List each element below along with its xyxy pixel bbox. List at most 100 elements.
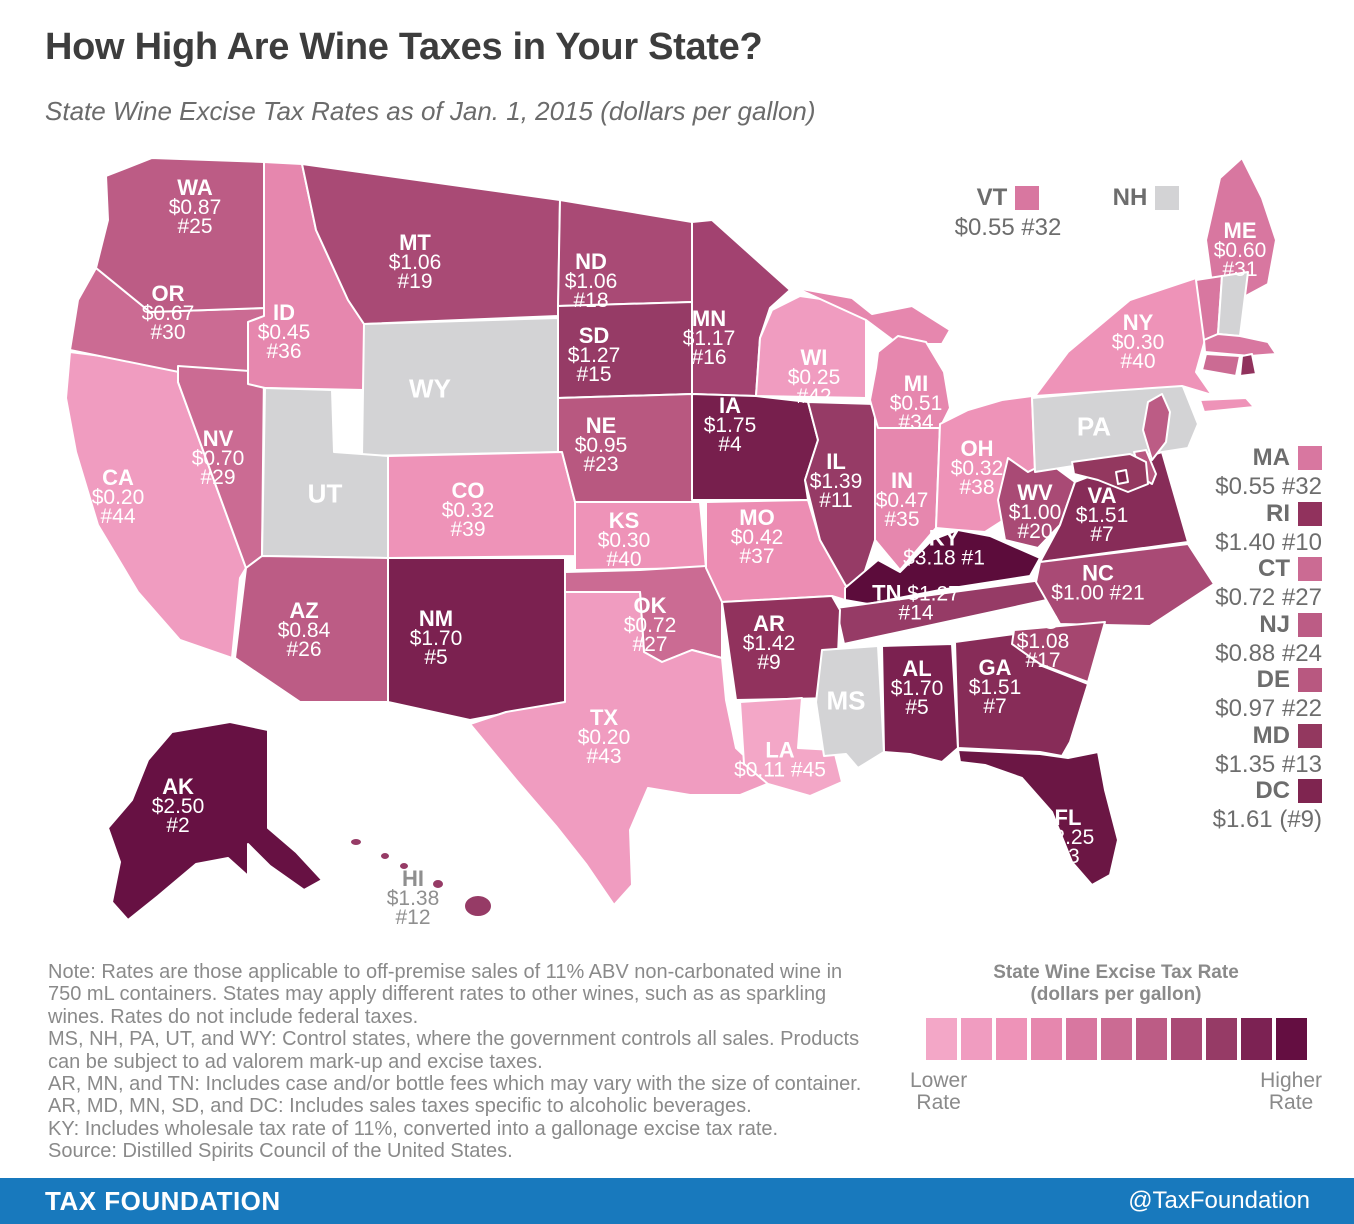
- ramp-swatch: [1205, 1018, 1237, 1060]
- state-hi-island: [349, 837, 363, 847]
- legend-ri: RI $1.40 #10: [1215, 499, 1322, 556]
- state-label-nv: NV $0.70 #29: [191, 426, 245, 489]
- state-label-fl: FL $2.25 #3: [1041, 805, 1095, 868]
- state-label-tn: TN $1.27 #14: [872, 580, 960, 625]
- state-label-sc: SC $1.08 #17: [1016, 609, 1070, 672]
- state-label-mo: MO $0.42 #37: [730, 505, 784, 568]
- note-line: 750 mL containers. States may apply diff…: [48, 983, 827, 1006]
- state-label-tx: TX $0.20 #43: [577, 705, 631, 768]
- state-label-ks: KS $0.30 #40: [597, 508, 651, 571]
- state-label-wi: WI $0.25 #42: [787, 345, 841, 408]
- state-label-oh: OH $0.32 #38: [950, 436, 1004, 499]
- nj-swatch: [1298, 612, 1322, 637]
- state-ak: [107, 721, 323, 921]
- state-hi-island: [379, 851, 391, 861]
- state-label-nm: NM $1.70 #5: [409, 606, 463, 669]
- legend-vt: VT $0.55 #32: [954, 184, 1062, 241]
- state-label-az: AZ $0.84 #26: [277, 598, 331, 661]
- scale-title-line1: State Wine Excise Tax Rate: [993, 962, 1239, 983]
- state-label-ak: AK $2.50 #2: [151, 774, 205, 837]
- state-ct: [1201, 353, 1241, 377]
- legend-nj: NJ $0.88 #24: [1215, 610, 1322, 667]
- note-line: Note: Rates are those applicable to off-…: [48, 961, 843, 983]
- state-label-ok: OK $0.72 #27: [623, 593, 677, 656]
- state-hi-island: [431, 878, 445, 890]
- state-nj: [1142, 393, 1171, 461]
- ramp-swatch: [925, 1018, 957, 1060]
- page-subtitle: State Wine Excise Tax Rates as of Jan. 1…: [45, 96, 816, 126]
- vt-swatch: [1015, 186, 1040, 210]
- ramp-swatch: [1170, 1018, 1202, 1060]
- small-states-legend: MA $0.55 #32 RI $1.40 #10 CT $0.72 #27 NJ $0.88…: [1140, 444, 1322, 833]
- nh-swatch: [1155, 186, 1180, 210]
- state-label-ms: MS: [826, 685, 866, 716]
- ramp-swatch: [960, 1018, 992, 1060]
- footer-bar: TAX FOUNDATION @TaxFoundation: [0, 1178, 1354, 1224]
- note-line: MS, NH, PA, UT, and WY: Control states, …: [48, 1028, 860, 1051]
- ramp-swatch: [1135, 1018, 1167, 1060]
- state-label-ny: NY $0.30 #40: [1111, 310, 1165, 373]
- ramp-swatch: [1030, 1018, 1062, 1060]
- md-swatch: [1298, 723, 1322, 748]
- higher-rate-label: Higher Rate: [1260, 1069, 1322, 1114]
- state-label-va: VA $1.51 #7: [1075, 483, 1129, 546]
- lower-rate-label: Lower Rate: [910, 1069, 968, 1114]
- legend-nh: NH: [1086, 184, 1206, 212]
- note-line: can be subject to ad valorem mark-up and…: [48, 1050, 543, 1073]
- state-wy: [361, 317, 563, 457]
- ramp-swatch: [1275, 1018, 1307, 1060]
- state-me: [1205, 157, 1277, 299]
- state-wa: [95, 157, 265, 313]
- state-ri: [1239, 353, 1257, 377]
- state-label-me: ME $0.60 #31: [1213, 218, 1267, 281]
- state-label-nc: NC $1.00 #21: [1051, 560, 1145, 605]
- color-ramp: [900, 1018, 1332, 1060]
- state-label-la: LA $0.11 #45: [734, 737, 826, 782]
- state-label-mn: MN $1.17 #16: [682, 306, 736, 369]
- state-label-al: AL $1.70 #5: [890, 656, 944, 719]
- state-nh: [1217, 271, 1249, 337]
- state-label-ky: KY $3.18 #1: [903, 525, 985, 570]
- ramp-swatch: [1240, 1018, 1272, 1060]
- state-mi: [869, 335, 951, 429]
- legend-ct: CT $0.72 #27: [1215, 555, 1322, 611]
- state-dc: [1115, 469, 1129, 485]
- state-label-il: IL $1.39 #11: [809, 449, 863, 512]
- dc-swatch: [1298, 779, 1322, 803]
- twitter-handle: @TaxFoundation: [1128, 1187, 1310, 1214]
- note-line: AR, MD, MN, SD, and DC: Includes sales t…: [48, 1095, 752, 1118]
- state-hi-island: [463, 894, 493, 918]
- ma-swatch: [1298, 446, 1322, 470]
- ramp-swatch: [1065, 1018, 1097, 1060]
- ramp-swatch: [995, 1018, 1027, 1060]
- legend-de: DE $0.97 #22: [1215, 666, 1322, 722]
- page-title: How High Are Wine Taxes in Your State?: [45, 26, 763, 68]
- state-fl: [957, 749, 1119, 886]
- legend-dc: DC $1.61 (#9): [1212, 777, 1322, 833]
- state-nc: [1035, 543, 1215, 627]
- state-ny: [1199, 397, 1255, 413]
- scale-title-line2: (dollars per gallon): [1030, 984, 1202, 1005]
- state-tx: [469, 591, 773, 906]
- state-label-hi: HI $1.38 #12: [386, 866, 440, 929]
- state-label-ut: UT: [307, 478, 343, 509]
- state-ms: [815, 645, 885, 769]
- state-label-mi: MI $0.51 #34: [889, 371, 943, 434]
- legend-md: MD $1.35 #13: [1215, 721, 1322, 778]
- state-label-ne: NE $0.95 #23: [574, 413, 628, 476]
- state-la: [739, 697, 843, 797]
- note-line: wines. Rates do not include federal taxe…: [48, 1005, 419, 1028]
- state-label-pa: PA: [1076, 411, 1112, 442]
- color-scale-legend: State Wine Excise Tax Rate (dollars per …: [900, 962, 1332, 1114]
- state-sc: [1011, 621, 1106, 683]
- note-line: KY: Includes wholesale tax rate of 11%, …: [48, 1117, 779, 1140]
- state-label-ca: CA $0.20 #44: [91, 465, 145, 528]
- state-md: [1071, 453, 1149, 493]
- notes: Note: Rates are those applicable to off-…: [48, 961, 861, 1163]
- state-label-in: IN $0.47 #35: [875, 468, 929, 531]
- state-label-ia: IA $1.75 #4: [703, 393, 757, 456]
- state-label-mt: MT $1.06 #19: [388, 230, 442, 293]
- state-label-ga: GA $1.51 #7: [968, 655, 1022, 718]
